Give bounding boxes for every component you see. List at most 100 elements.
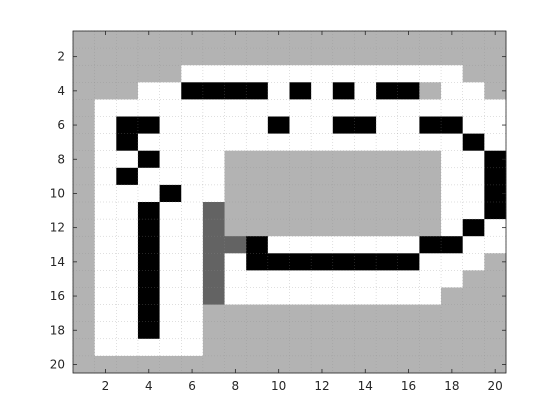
- y-tick-label: 18: [50, 323, 65, 337]
- heatmap-cell: [159, 253, 182, 271]
- heatmap-cell: [419, 82, 442, 100]
- heatmap-cell: [376, 48, 399, 66]
- heatmap-cell: [354, 287, 377, 305]
- heatmap-cell: [181, 184, 204, 203]
- heatmap-cell: [354, 65, 377, 83]
- heatmap-cell: [202, 150, 225, 169]
- heatmap-cell: [289, 133, 312, 152]
- heatmap-cell: [289, 99, 312, 117]
- heatmap-cell: [462, 202, 485, 220]
- heatmap-cell: [267, 116, 290, 134]
- heatmap-cell: [484, 133, 507, 152]
- heatmap-cell: [159, 133, 182, 152]
- heatmap-cell: [311, 270, 334, 288]
- x-tick-label: 12: [314, 379, 329, 393]
- heatmap-cell: [311, 150, 334, 169]
- heatmap-cell: [354, 253, 377, 271]
- heatmap-cell: [441, 48, 464, 66]
- y-axis-ticks: 2 4 6 8 10 12 14 16 18 20: [50, 50, 506, 371]
- heatmap-cell: [73, 150, 95, 169]
- heatmap-cell: [137, 65, 160, 83]
- heatmap-cell: [159, 31, 182, 49]
- heatmap-cell: [116, 236, 139, 254]
- heatmap-cell: [397, 253, 420, 271]
- heatmap-cell: [224, 167, 247, 186]
- heatmap-cell: [224, 236, 247, 254]
- heatmap-cell: [73, 167, 95, 186]
- heatmap-cell: [462, 236, 485, 254]
- heatmap-cell: [397, 48, 420, 66]
- heatmap-cell: [484, 321, 507, 340]
- heatmap-cell: [159, 236, 182, 254]
- heatmap-cell: [181, 48, 204, 66]
- heatmap-cell: [397, 167, 420, 186]
- x-tick-label: 2: [102, 379, 110, 393]
- heatmap-cell: [267, 202, 290, 220]
- heatmap-cell: [441, 133, 464, 152]
- heatmap-cell: [94, 167, 117, 186]
- heatmap-cell: [224, 219, 247, 237]
- heatmap-cell: [246, 219, 269, 237]
- heatmap-cell: [267, 304, 290, 323]
- heatmap-cell: [484, 270, 507, 288]
- heatmap-cell: [159, 202, 182, 220]
- heatmap-cell: [311, 116, 334, 134]
- heatmap-cell: [311, 31, 334, 49]
- heatmap-cell: [354, 133, 377, 152]
- heatmap-cell: [267, 133, 290, 152]
- heatmap-cell: [246, 82, 269, 100]
- heatmap-cell: [137, 133, 160, 152]
- heatmap-cell: [116, 219, 139, 237]
- heatmap-cell: [354, 167, 377, 186]
- heatmap-cell: [73, 253, 95, 271]
- heatmap-cell: [181, 167, 204, 186]
- heatmap-cell: [484, 31, 507, 49]
- heatmap-cell: [246, 355, 269, 374]
- heatmap-cell: [419, 355, 442, 374]
- heatmap-cell: [332, 150, 355, 169]
- heatmap-cell: [73, 116, 95, 134]
- heatmap-cell: [354, 202, 377, 220]
- heatmap-cell: [332, 287, 355, 305]
- heatmap-cell: [397, 82, 420, 100]
- heatmap-cell: [419, 253, 442, 271]
- heatmap-cell: [397, 355, 420, 374]
- heatmap-cell: [181, 65, 204, 83]
- heatmap-cell: [159, 150, 182, 169]
- heatmap-cell: [181, 304, 204, 323]
- heatmap-cell: [267, 167, 290, 186]
- heatmap-cell: [181, 150, 204, 169]
- heatmap-cell: [137, 184, 160, 203]
- heatmap-cell: [181, 116, 204, 134]
- heatmap-cell: [311, 167, 334, 186]
- heatmap-cell: [311, 133, 334, 152]
- heatmap-cell: [202, 82, 225, 100]
- heatmap-cell: [159, 338, 182, 357]
- heatmap-cell: [224, 48, 247, 66]
- heatmap-cell: [116, 31, 139, 49]
- heatmap-cell: [484, 99, 507, 117]
- heatmap-cell: [462, 287, 485, 305]
- heatmap-cell: [159, 65, 182, 83]
- heatmap-cell: [94, 150, 117, 169]
- heatmap-cell: [441, 338, 464, 357]
- heatmap-cell: [137, 82, 160, 100]
- heatmap-cell: [116, 202, 139, 220]
- heatmap-cell: [354, 82, 377, 100]
- heatmap-cell: [397, 270, 420, 288]
- heatmap-cell: [202, 236, 225, 254]
- heatmap-cell: [354, 236, 377, 254]
- heatmap-cell: [159, 99, 182, 117]
- heatmap-cell: [181, 99, 204, 117]
- heatmap-cell: [267, 355, 290, 374]
- heatmap-cell: [332, 355, 355, 374]
- heatmap-cell: [181, 287, 204, 305]
- heatmap-cell: [267, 253, 290, 271]
- heatmap-cell: [376, 167, 399, 186]
- heatmap-cell: [116, 304, 139, 323]
- heatmap-cell: [311, 219, 334, 237]
- heatmap-cell: [159, 184, 182, 203]
- heatmap-cell: [94, 321, 117, 340]
- heatmap-cell: [246, 321, 269, 340]
- heatmap-cell: [202, 321, 225, 340]
